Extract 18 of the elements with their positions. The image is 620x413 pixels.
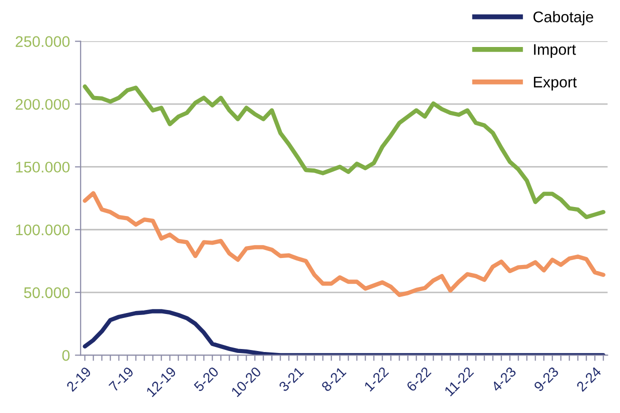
y-tick-label: 250.000 — [16, 36, 70, 47]
line-series — [82, 309, 606, 356]
y-tick-label: 0 — [62, 350, 70, 361]
legend-label: Cabotaje — [533, 11, 594, 26]
line-series — [82, 191, 606, 297]
y-tick-label: 100.000 — [16, 224, 70, 236]
x-tick-label: 7-19 — [108, 366, 134, 392]
legend-label: Import — [534, 44, 576, 58]
x-tick-label: 3-21 — [278, 366, 304, 392]
x-tick-label: 5-20 — [193, 366, 220, 392]
x-tick-label: 8-21 — [320, 366, 347, 392]
x-tick-label: 6-22 — [406, 366, 432, 392]
y-tick-label: 50.000 — [24, 287, 70, 298]
legend-label: Export — [534, 76, 577, 90]
y-tick-label: 150.000 — [16, 162, 70, 173]
x-tick-label: 4-23 — [490, 366, 517, 392]
x-tick-label: 9-23 — [533, 366, 560, 392]
y-tick-label: 200.000 — [16, 98, 70, 110]
